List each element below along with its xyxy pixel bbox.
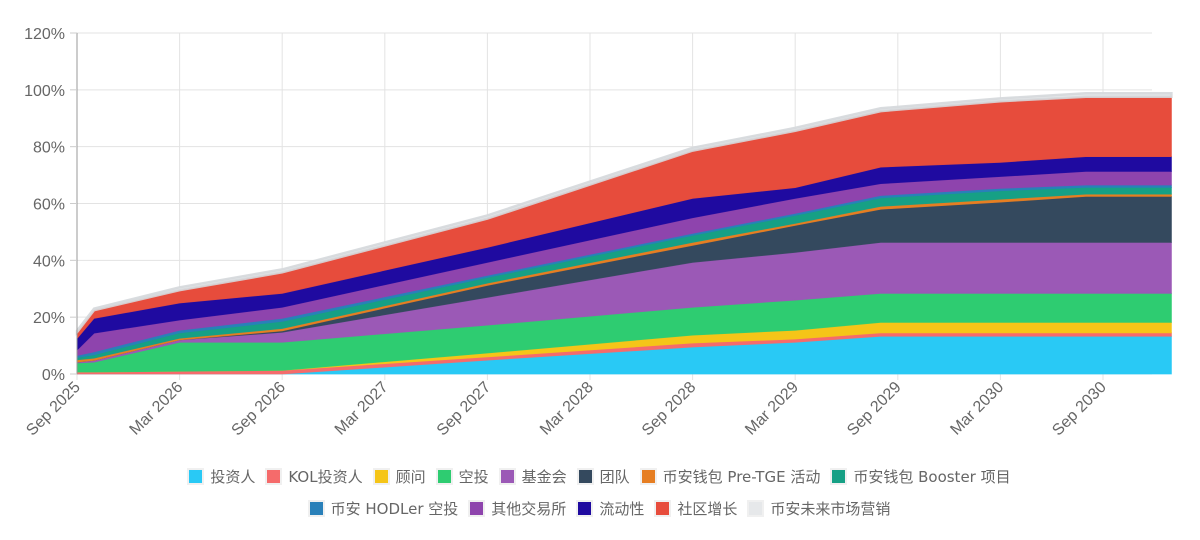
x-tick-label: Sep 2025 [23, 379, 84, 440]
legend-item[interactable]: 流动性 [576, 498, 645, 519]
legend-swatch [576, 467, 594, 485]
x-tick-label: Sep 2028 [639, 379, 700, 440]
legend-swatch [498, 467, 516, 485]
x-tick-label: Mar 2026 [127, 379, 187, 439]
legend-label: 空投 [458, 467, 489, 486]
legend-label: 投资人 [210, 467, 256, 486]
legend-item[interactable]: 社区增长 [654, 498, 738, 519]
x-tick-label: Sep 2030 [1049, 379, 1110, 440]
legend-label: 币安钱包 Pre-TGE 活动 [662, 467, 821, 486]
legend-swatch [654, 499, 672, 517]
legend-swatch [639, 467, 657, 485]
legend-item[interactable]: 基金会 [498, 466, 567, 487]
y-tick-labels: 0% 20% 40% 60% 80% 100% 120% [24, 26, 65, 384]
y-tick-label: 40% [33, 253, 65, 270]
legend-item[interactable]: 空投 [435, 466, 489, 487]
x-tick-label: Mar 2027 [332, 379, 392, 439]
y-tick-label: 20% [33, 310, 65, 327]
y-tick-label: 80% [33, 140, 65, 157]
legend-item[interactable]: 币安 HODLer 空投 [307, 498, 459, 519]
legend-swatch [747, 499, 765, 517]
legend-row-1: 投资人 KOL投资人 顾问 空投 基金会 团队 币安钱包 Pre-TGE 活动 币安钱包 Bo… [0, 460, 1200, 492]
legend-label: KOL投资人 [288, 467, 363, 486]
x-tick-label: Mar 2030 [947, 379, 1007, 439]
legend-label: 团队 [599, 467, 630, 486]
area-layers [75, 91, 1173, 375]
legend-label: 社区增长 [677, 499, 738, 518]
legend-label: 其他交易所 [491, 499, 567, 518]
legend-item[interactable]: 投资人 [187, 466, 256, 487]
y-tick-label: 0% [42, 367, 65, 384]
legend-swatch [576, 499, 594, 517]
legend-row-2: 币安 HODLer 空投 其他交易所 流动性 社区增长 币安未来市场营销 [0, 492, 1200, 524]
legend-item[interactable]: 币安未来市场营销 [747, 498, 891, 519]
legend-swatch [372, 467, 390, 485]
legend-item[interactable]: 币安钱包 Booster 项目 [830, 466, 1011, 487]
legend: 投资人 KOL投资人 顾问 空投 基金会 团队 币安钱包 Pre-TGE 活动 币安钱包 Bo… [0, 460, 1200, 524]
legend-item[interactable]: 顾问 [372, 466, 426, 487]
x-tick-labels: Sep 2025 Mar 2026 Sep 2026 Mar 2027 Sep 2027… [23, 379, 1110, 440]
area-series-12 [75, 91, 1173, 336]
legend-item[interactable]: KOL投资人 [265, 466, 363, 487]
legend-swatch [265, 467, 283, 485]
x-tick-label: Sep 2027 [434, 379, 495, 440]
legend-swatch [468, 499, 486, 517]
legend-item[interactable]: 其他交易所 [468, 498, 567, 519]
legend-item[interactable]: 币安钱包 Pre-TGE 活动 [639, 466, 821, 487]
legend-swatch [307, 499, 325, 517]
legend-item[interactable]: 团队 [576, 466, 630, 487]
y-tick-label: 100% [24, 83, 65, 100]
y-tick-label: 120% [24, 26, 65, 43]
legend-label: 币安钱包 Booster 项目 [853, 467, 1011, 486]
x-tick-label: Mar 2029 [742, 379, 802, 439]
legend-swatch [187, 467, 205, 485]
x-tick-label: Sep 2029 [844, 379, 905, 440]
axes [70, 32, 78, 375]
legend-label: 币安 HODLer 空投 [330, 499, 459, 518]
legend-label: 顾问 [395, 467, 426, 486]
legend-swatch [830, 467, 848, 485]
legend-label: 币安未来市场营销 [770, 499, 891, 518]
x-tick-label: Mar 2028 [537, 379, 597, 439]
legend-swatch [435, 467, 453, 485]
x-tick-label: Sep 2026 [229, 379, 290, 440]
stacked-area-chart: 0%20%40%60%80%100%120% Sep 2025 Mar 2026 S… [23, 26, 1173, 440]
legend-label: 流动性 [599, 499, 645, 518]
legend-label: 基金会 [521, 467, 567, 486]
y-tick-label: 60% [33, 197, 65, 214]
